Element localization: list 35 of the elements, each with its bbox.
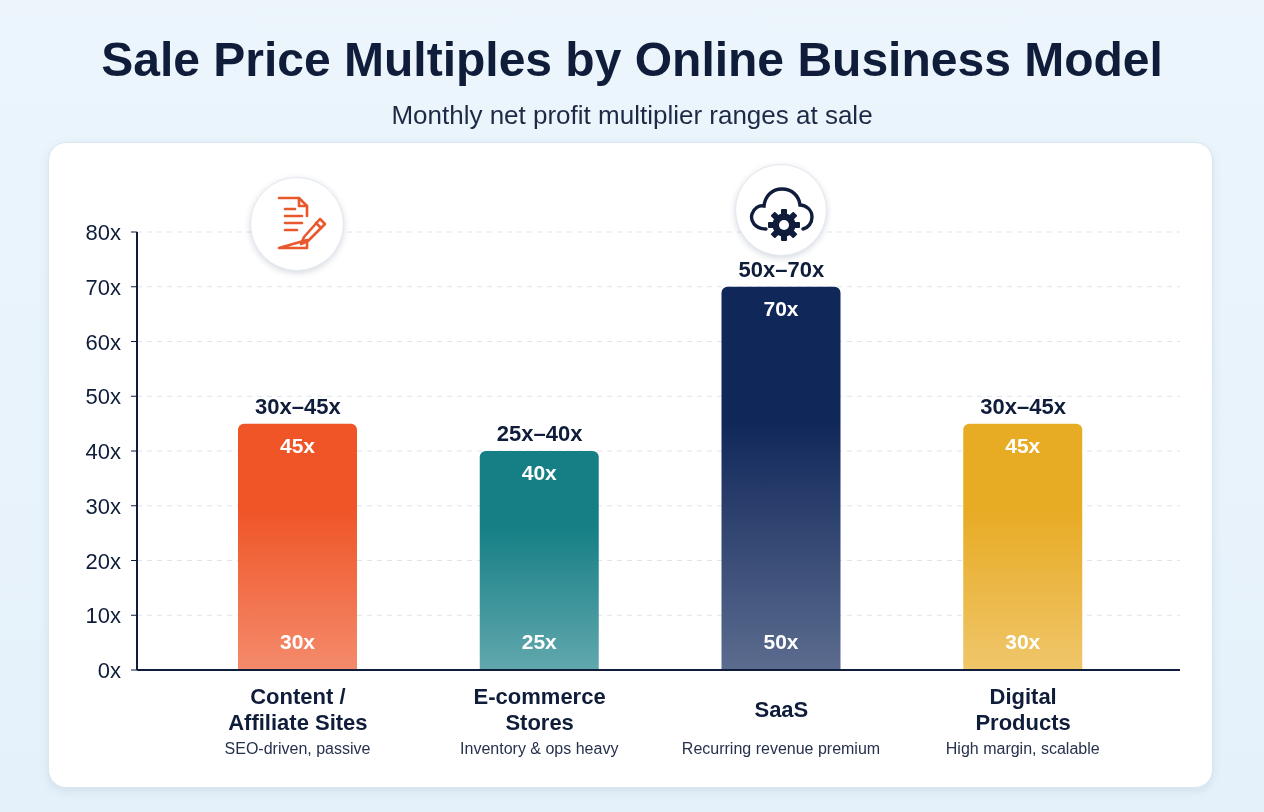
y-tick-label: 60x — [85, 329, 121, 355]
y-tick-label: 70x — [85, 274, 121, 300]
text: Recurring revenue premium — [681, 740, 881, 757]
y-tick-label: 80x — [85, 220, 121, 245]
annotation: 25x–40x — [496, 421, 584, 446]
annotation: 50x–70x — [738, 256, 825, 282]
x-tick-label: SaaS — [754, 697, 809, 722]
y-tick-label: 20x — [85, 548, 121, 574]
data-label: 70x — [763, 296, 799, 320]
y-tick-label: 10x — [85, 603, 121, 629]
x-tick-label: Digital Products — [975, 684, 1071, 735]
data-label: 45x — [1005, 433, 1041, 457]
annotation: 25x — [521, 630, 558, 653]
annotation: 30x — [279, 630, 316, 653]
text: SEO-driven, passive — [224, 740, 371, 757]
text: High margin, scalable — [945, 740, 1100, 757]
y-tick-label: 50x — [85, 384, 121, 410]
bar — [963, 423, 1083, 670]
x-tick-label: E-commerce Stores — [473, 684, 606, 735]
text: Inventory & ops heavy — [460, 740, 619, 757]
data-label: 40x — [521, 461, 558, 484]
bar — [238, 423, 357, 670]
data-label: 45x — [279, 433, 316, 457]
annotation: 30x–45x — [980, 393, 1067, 419]
annotation: 30x — [1005, 630, 1041, 653]
bar — [479, 451, 599, 670]
annotation: 30x–45x — [255, 393, 342, 419]
annotation: 50x — [763, 630, 799, 653]
bar — [721, 286, 841, 670]
y-tick-label: 40x — [85, 439, 121, 464]
chart-title: Sale Price Multiples by Online Business Model — [100, 32, 1164, 88]
y-tick-label: 30x — [85, 493, 121, 519]
chart-subtitle: Monthly net profit multiplier ranges at sale — [390, 99, 874, 131]
x-tick-label: Content / Affiliate Sites — [228, 684, 368, 735]
y-tick-label: 0x — [97, 658, 121, 683]
